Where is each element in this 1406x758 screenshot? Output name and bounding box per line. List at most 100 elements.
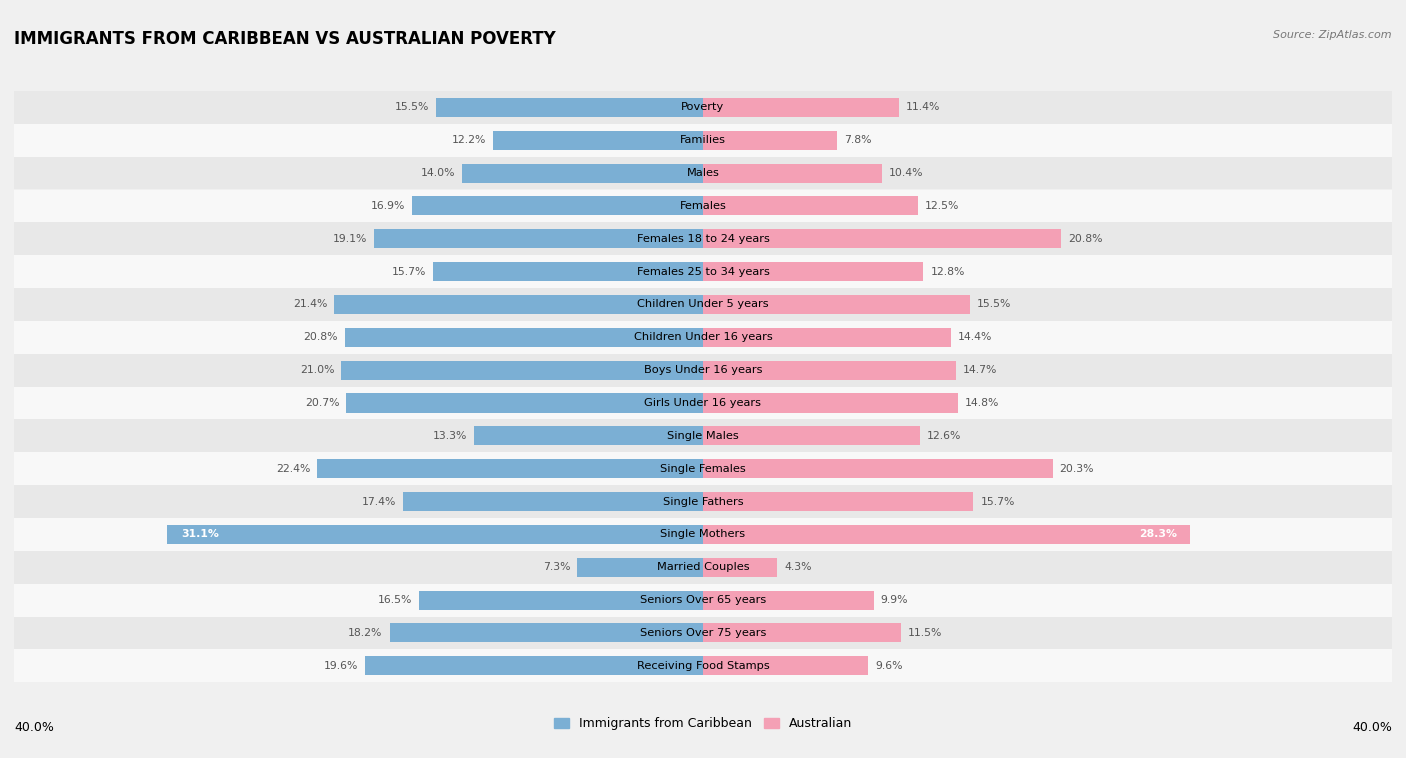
Text: Families: Families (681, 135, 725, 146)
Bar (14, 190, 1392, 222)
Text: Boys Under 16 years: Boys Under 16 years (644, 365, 762, 375)
Text: 16.9%: 16.9% (371, 201, 405, 211)
Text: Poverty: Poverty (682, 102, 724, 112)
Bar (14, 91, 1392, 124)
Text: 15.5%: 15.5% (395, 102, 429, 112)
Bar (703, 558, 778, 577)
Text: 20.7%: 20.7% (305, 398, 340, 408)
Bar (14, 551, 1392, 584)
Legend: Immigrants from Caribbean, Australian: Immigrants from Caribbean, Australian (548, 712, 858, 735)
Bar (14, 321, 1392, 354)
Text: 4.3%: 4.3% (785, 562, 811, 572)
Text: 16.5%: 16.5% (378, 595, 412, 605)
Text: 14.8%: 14.8% (965, 398, 1000, 408)
Text: 40.0%: 40.0% (14, 721, 53, 735)
Bar (14, 419, 1392, 453)
Text: 9.9%: 9.9% (880, 595, 908, 605)
Text: 14.0%: 14.0% (420, 168, 456, 178)
Bar (703, 98, 900, 117)
Text: 18.2%: 18.2% (349, 628, 382, 638)
Text: Females 25 to 34 years: Females 25 to 34 years (637, 267, 769, 277)
Bar (578, 558, 703, 577)
Text: 20.3%: 20.3% (1060, 464, 1094, 474)
Text: 21.0%: 21.0% (299, 365, 335, 375)
Bar (14, 288, 1392, 321)
Bar (342, 361, 703, 380)
Bar (703, 590, 873, 609)
Bar (703, 164, 882, 183)
Text: Females 18 to 24 years: Females 18 to 24 years (637, 233, 769, 244)
Text: Receiving Food Stamps: Receiving Food Stamps (637, 661, 769, 671)
Text: 20.8%: 20.8% (1069, 233, 1102, 244)
Bar (14, 650, 1392, 682)
Bar (703, 229, 1062, 249)
Text: 9.6%: 9.6% (875, 661, 903, 671)
Text: 12.8%: 12.8% (931, 267, 965, 277)
Bar (436, 98, 703, 117)
Bar (346, 393, 703, 412)
Bar (318, 459, 703, 478)
Bar (703, 262, 924, 281)
Bar (703, 426, 920, 446)
Text: 21.4%: 21.4% (294, 299, 328, 309)
Text: Females: Females (679, 201, 727, 211)
Bar (389, 623, 703, 643)
Bar (14, 354, 1392, 387)
Text: 12.5%: 12.5% (925, 201, 959, 211)
Text: 19.1%: 19.1% (333, 233, 367, 244)
Text: 14.7%: 14.7% (963, 365, 997, 375)
Text: Children Under 16 years: Children Under 16 years (634, 332, 772, 343)
Bar (703, 492, 973, 511)
Bar (344, 327, 703, 347)
Text: Source: ZipAtlas.com: Source: ZipAtlas.com (1274, 30, 1392, 40)
Text: 7.8%: 7.8% (844, 135, 872, 146)
Text: Girls Under 16 years: Girls Under 16 years (644, 398, 762, 408)
Text: 40.0%: 40.0% (1353, 721, 1392, 735)
Bar (404, 492, 703, 511)
Bar (703, 196, 918, 215)
Text: Seniors Over 75 years: Seniors Over 75 years (640, 628, 766, 638)
Bar (703, 130, 838, 150)
Text: 7.3%: 7.3% (543, 562, 571, 572)
Text: 22.4%: 22.4% (276, 464, 311, 474)
Text: 17.4%: 17.4% (363, 496, 396, 506)
Bar (703, 623, 901, 643)
Text: 20.8%: 20.8% (304, 332, 337, 343)
Bar (14, 453, 1392, 485)
Bar (14, 616, 1392, 650)
Bar (703, 459, 1053, 478)
Bar (703, 393, 957, 412)
Text: 13.3%: 13.3% (433, 431, 467, 441)
Text: 19.6%: 19.6% (325, 661, 359, 671)
Bar (14, 124, 1392, 157)
Bar (461, 164, 703, 183)
Bar (374, 229, 703, 249)
Text: Seniors Over 65 years: Seniors Over 65 years (640, 595, 766, 605)
Bar (366, 656, 703, 675)
Bar (14, 157, 1392, 190)
Bar (703, 361, 956, 380)
Bar (167, 525, 703, 544)
Text: 15.5%: 15.5% (977, 299, 1011, 309)
Bar (703, 656, 869, 675)
Text: 11.4%: 11.4% (907, 102, 941, 112)
Text: Children Under 5 years: Children Under 5 years (637, 299, 769, 309)
Text: 28.3%: 28.3% (1139, 529, 1177, 540)
Text: Married Couples: Married Couples (657, 562, 749, 572)
Text: 12.6%: 12.6% (927, 431, 962, 441)
Bar (14, 222, 1392, 255)
Bar (14, 387, 1392, 419)
Bar (703, 295, 970, 314)
Text: 12.2%: 12.2% (451, 135, 486, 146)
Text: IMMIGRANTS FROM CARIBBEAN VS AUSTRALIAN POVERTY: IMMIGRANTS FROM CARIBBEAN VS AUSTRALIAN … (14, 30, 555, 49)
Bar (703, 525, 1191, 544)
Bar (335, 295, 703, 314)
Text: 14.4%: 14.4% (957, 332, 993, 343)
Text: 10.4%: 10.4% (889, 168, 924, 178)
Bar (474, 426, 703, 446)
Bar (412, 196, 703, 215)
Text: 15.7%: 15.7% (980, 496, 1015, 506)
Bar (14, 584, 1392, 616)
Bar (419, 590, 703, 609)
Bar (14, 518, 1392, 551)
